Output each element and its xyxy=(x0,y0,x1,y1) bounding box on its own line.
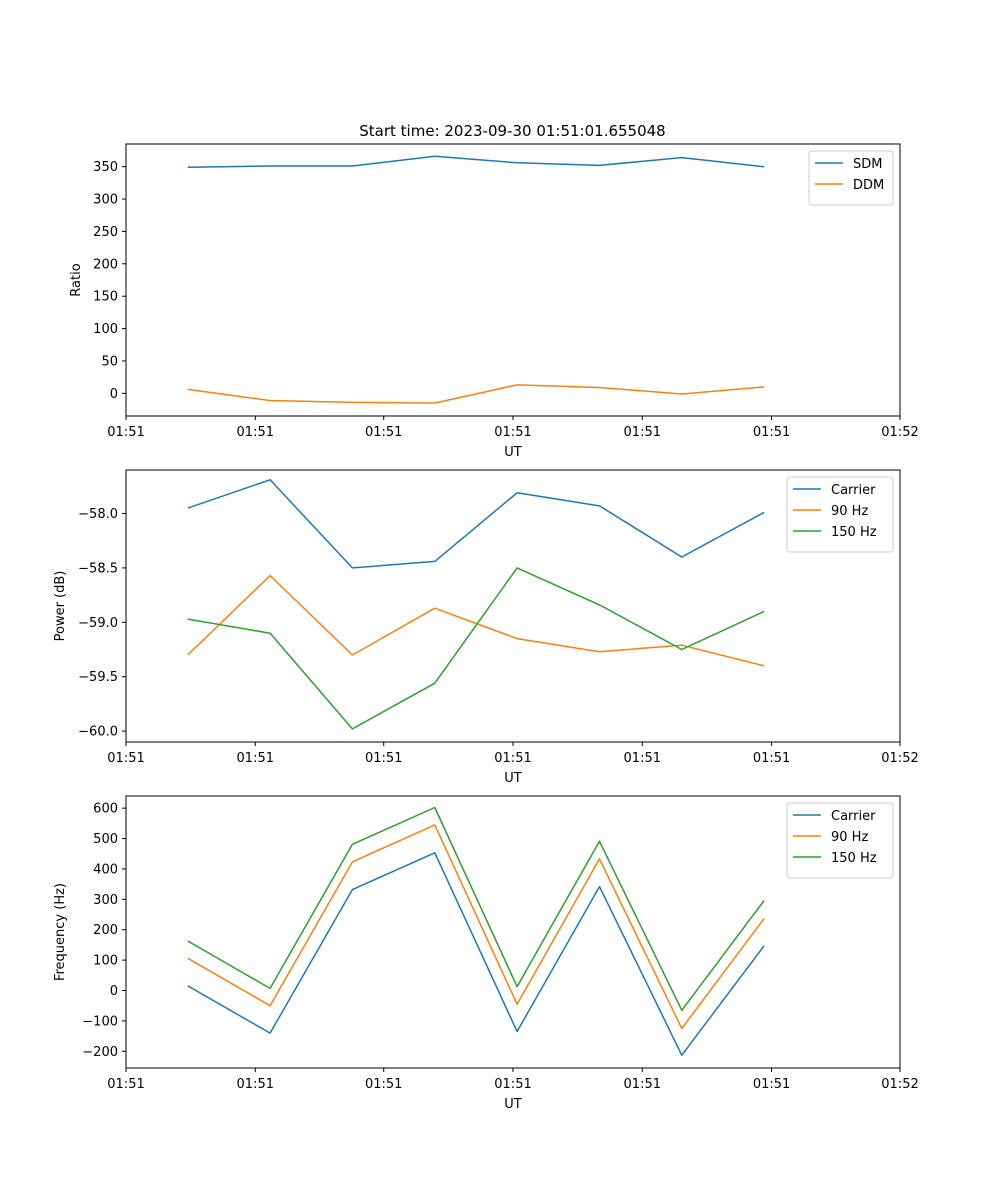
y-tick-label: 200 xyxy=(93,257,118,272)
figure-title: Start time: 2023-09-30 01:51:01.655048 xyxy=(359,122,665,140)
series-line-sdm xyxy=(187,155,765,169)
legend-label-ddm: DDM xyxy=(853,178,884,193)
y-tick-label: −58.5 xyxy=(78,561,118,576)
y-tick-label: 100 xyxy=(93,322,118,337)
y-tick-label: −100 xyxy=(82,1014,118,1029)
x-tick-label: 01:51 xyxy=(753,1077,790,1092)
legend: SDM DDM xyxy=(808,150,894,206)
y-tick-label: 300 xyxy=(93,193,118,208)
x-tick-label: 01:51 xyxy=(624,425,661,440)
x-tick-label: 01:51 xyxy=(107,1077,144,1092)
y-tick-label: 600 xyxy=(93,802,118,817)
x-tick-label: 01:51 xyxy=(107,425,144,440)
legend-box xyxy=(808,150,894,206)
x-tick-label: 01:51 xyxy=(237,1077,274,1092)
y-axis-label: Power (dB) xyxy=(53,571,68,642)
legend-label-carrier: Carrier xyxy=(831,483,876,498)
y-tick-label: −59.5 xyxy=(78,670,118,685)
series-line-150-hz xyxy=(187,806,765,1012)
y-tick-label: −58.0 xyxy=(78,507,118,522)
y-tick-label: 200 xyxy=(93,923,118,938)
x-axis-label: UT xyxy=(504,445,522,460)
legend: Carrier 90 Hz 150 Hz xyxy=(786,476,894,553)
y-tick-label: 150 xyxy=(93,290,118,305)
y-tick-label: 100 xyxy=(93,954,118,969)
x-tick-label: 01:51 xyxy=(237,751,274,766)
y-axis-label: Frequency (Hz) xyxy=(53,883,68,981)
series-line-90-hz xyxy=(187,574,765,667)
x-tick-label: 01:52 xyxy=(881,1077,918,1092)
y-tick-label: 400 xyxy=(93,862,118,877)
y-tick-label: 0 xyxy=(110,984,118,999)
y-tick-label: 500 xyxy=(93,832,118,847)
x-tick-label: 01:51 xyxy=(624,1077,661,1092)
x-tick-label: 01:51 xyxy=(494,751,531,766)
legend-label-150-hz: 150 Hz xyxy=(831,525,877,540)
frequency-panel: 01:51 01:51 01:51 01:51 01:51 01:51 01:52 600 50… xyxy=(53,795,919,1112)
x-tick-label: 01:52 xyxy=(881,751,918,766)
y-tick-label: 300 xyxy=(93,893,118,908)
series-line-90-hz xyxy=(187,824,765,1030)
ratio-panel: 01:51 01:51 01:51 01:51 01:51 01:51 01:52 0 50 10… xyxy=(69,143,919,460)
y-tick-label: 250 xyxy=(93,225,118,240)
legend-label-carrier: Carrier xyxy=(831,809,876,824)
x-tick-label: 01:51 xyxy=(237,425,274,440)
x-axis-label: UT xyxy=(504,771,522,786)
y-tick-label: −60.0 xyxy=(78,725,118,740)
series-line-carrier xyxy=(187,852,765,1056)
x-tick-label: 01:51 xyxy=(365,1077,402,1092)
x-axis-label: UT xyxy=(504,1097,522,1112)
series-line-ddm xyxy=(187,384,765,404)
legend-label-sdm: SDM xyxy=(853,157,882,172)
x-tick-label: 01:51 xyxy=(365,425,402,440)
legend-box xyxy=(786,802,894,879)
legend-label-90-hz: 90 Hz xyxy=(831,830,868,845)
x-tick-label: 01:51 xyxy=(365,751,402,766)
x-tick-label: 01:51 xyxy=(624,751,661,766)
y-tick-label: 350 xyxy=(93,160,118,175)
y-tick-label: 50 xyxy=(101,354,118,369)
power-panel: 01:51 01:51 01:51 01:51 01:51 01:51 01:52 −58.0… xyxy=(53,469,919,786)
legend-box xyxy=(786,476,894,553)
x-tick-label: 01:51 xyxy=(107,751,144,766)
y-tick-label: −59.0 xyxy=(78,616,118,631)
legend-label-150-hz: 150 Hz xyxy=(831,851,877,866)
legend-label-90-hz: 90 Hz xyxy=(831,504,868,519)
x-tick-label: 01:51 xyxy=(753,425,790,440)
y-axis-label: Ratio xyxy=(69,263,84,296)
x-tick-label: 01:51 xyxy=(753,751,790,766)
y-tick-label: −200 xyxy=(82,1045,118,1060)
legend: Carrier 90 Hz 150 Hz xyxy=(786,802,894,879)
y-tick-label: 0 xyxy=(110,387,118,402)
x-tick-label: 01:51 xyxy=(494,425,531,440)
series-line-carrier xyxy=(187,479,765,569)
x-tick-label: 01:52 xyxy=(881,425,918,440)
series-line-150-hz xyxy=(187,567,765,730)
x-tick-label: 01:51 xyxy=(494,1077,531,1092)
